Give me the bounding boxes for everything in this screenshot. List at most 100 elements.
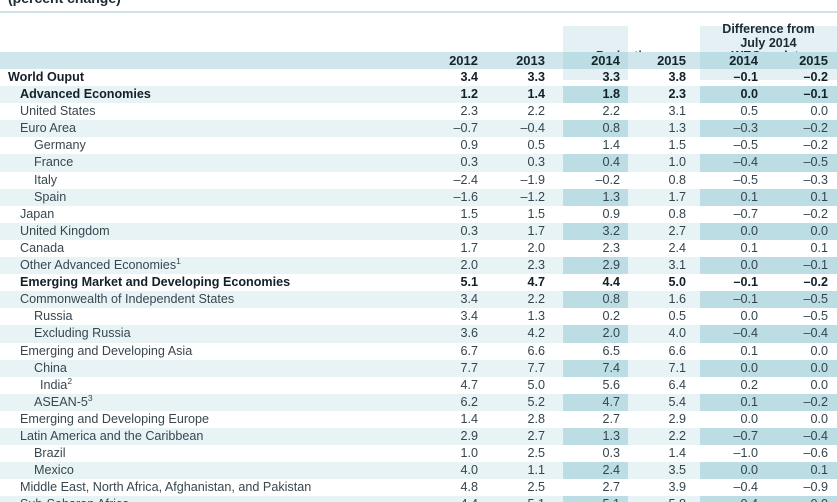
table-cell-value: 2.8 bbox=[527, 411, 545, 426]
table-cell-value: 0.0 bbox=[740, 223, 758, 238]
table-row: United States 2.3 2.2 2.2 3.1 0.5 0.0 bbox=[0, 103, 837, 120]
table-cell-value: –1.2 bbox=[520, 189, 545, 204]
column-header-2012: 2012 bbox=[449, 53, 478, 68]
table-row: Advanced Economies 1.2 1.4 1.8 2.3 0.0 –0.1 bbox=[0, 86, 837, 104]
row-band-projection-2014 bbox=[563, 393, 628, 411]
row-band-projection-2014 bbox=[563, 86, 628, 104]
table-row: Excluding Russia 3.6 4.2 2.0 4.0 –0.4 –0.4 bbox=[0, 325, 837, 343]
table-cell-value: 3.9 bbox=[668, 480, 686, 495]
table-cell-value: –1.0 bbox=[733, 446, 758, 461]
caption-divider bbox=[0, 11, 837, 13]
row-label: Italy bbox=[34, 172, 58, 187]
table-cell-value: 2.2 bbox=[602, 104, 620, 119]
row-label: Germany bbox=[34, 138, 86, 153]
table-cell-value: 1.4 bbox=[668, 446, 686, 461]
table-row: Sub-Saharan Africa 4.4 5.1 5.1 5.8 –0.4 0.0 bbox=[0, 496, 837, 502]
table-cell-value: 2.7 bbox=[602, 480, 620, 495]
table-cell-value: 1.3 bbox=[602, 189, 620, 204]
table-cell-value: 2.9 bbox=[668, 411, 686, 426]
table-cell-value: 1.4 bbox=[602, 138, 620, 153]
table-cell-value: 4.0 bbox=[668, 326, 686, 341]
table-cell-value: 2.3 bbox=[527, 258, 545, 273]
table-cell-value: 3.4 bbox=[460, 70, 478, 84]
row-band-difference bbox=[700, 462, 837, 480]
table-cell-value: 2.3 bbox=[602, 240, 620, 255]
table-cell-value: 5.1 bbox=[497, 497, 545, 502]
table-cell-value: 0.0 bbox=[810, 360, 828, 375]
table-cell-value: –1.6 bbox=[453, 189, 478, 204]
table-cell-value: –0.1 bbox=[733, 70, 758, 84]
row-band-projection-2014 bbox=[563, 257, 628, 275]
table-caption-text: (percent change) bbox=[8, 0, 121, 6]
table-row: China 7.7 7.7 7.4 7.1 0.0 0.0 bbox=[0, 359, 837, 377]
table-cell-value: 1.8 bbox=[602, 87, 620, 102]
table-cell-value: 2.3 bbox=[460, 104, 478, 119]
table-cell-value: 2.2 bbox=[668, 428, 686, 443]
table-cell-value: 1.5 bbox=[460, 206, 478, 221]
table-row: Other Advanced Economies1 2.0 2.3 2.9 3.1 0.0… bbox=[0, 257, 837, 275]
table-cell-value: 2.4 bbox=[602, 463, 620, 478]
table-cell-value: 0.0 bbox=[770, 497, 828, 502]
table-cell-value: 0.1 bbox=[740, 189, 758, 204]
table-cell-value: 4.7 bbox=[460, 377, 478, 392]
table-cell-value: –0.5 bbox=[803, 292, 828, 307]
column-header-diff-2014: 2014 bbox=[729, 53, 758, 68]
row-label: Middle East, North Africa, Afghanistan, … bbox=[20, 480, 312, 495]
row-band-difference bbox=[700, 496, 837, 502]
table-cell-value: 0.0 bbox=[740, 463, 758, 478]
header-difference-line1: Difference from bbox=[722, 22, 815, 36]
table-cell-value: 2.2 bbox=[527, 292, 545, 307]
row-label: Mexico bbox=[34, 463, 74, 478]
row-band-difference bbox=[700, 86, 837, 104]
row-band-projection-2014 bbox=[563, 325, 628, 343]
table-cell-value: 5.0 bbox=[668, 275, 686, 290]
row-label: World Ouput bbox=[8, 70, 85, 84]
row-label: Emerging Market and Developing Economies bbox=[20, 275, 291, 290]
column-header-proj-2015: 2015 bbox=[657, 53, 686, 68]
table-cell-value: –0.4 bbox=[520, 121, 545, 136]
table-cell-value: –0.2 bbox=[803, 206, 828, 221]
table-cell-value: 7.7 bbox=[460, 360, 478, 375]
table-cell-value: 0.4 bbox=[602, 155, 620, 170]
table-cell-value: 6.4 bbox=[668, 377, 686, 392]
table-cell-value: 1.4 bbox=[460, 411, 478, 426]
row-label: China bbox=[34, 360, 67, 375]
table-cell-value: 0.0 bbox=[810, 104, 828, 119]
table-cell-value: 0.0 bbox=[740, 258, 758, 273]
table-cell-value: –0.5 bbox=[733, 138, 758, 153]
row-band-difference bbox=[700, 291, 837, 309]
table-cell-value: –0.1 bbox=[733, 292, 758, 307]
table-cell-value: 3.6 bbox=[460, 326, 478, 341]
row-label: Canada bbox=[20, 240, 65, 255]
row-label: Spain bbox=[34, 189, 67, 204]
table-cell-value: 2.3 bbox=[668, 87, 686, 102]
table-cell-value: –1.9 bbox=[520, 172, 545, 187]
table-cell-value: –0.2 bbox=[803, 275, 828, 290]
row-label: Advanced Economies bbox=[20, 87, 151, 102]
table-cell-value: –0.6 bbox=[803, 446, 828, 461]
table-cell-value: 0.0 bbox=[740, 360, 758, 375]
table-row: Emerging and Developing Asia 6.7 6.6 6.5 6.6… bbox=[0, 343, 837, 360]
table-row: Emerging Market and Developing Economies… bbox=[0, 274, 837, 291]
table-cell-value: 6.6 bbox=[527, 343, 545, 358]
table-cell-value: 3.1 bbox=[668, 258, 686, 273]
table-cell-value: 0.3 bbox=[460, 155, 478, 170]
column-header-proj-2014: 2014 bbox=[591, 53, 620, 68]
table-cell-value: 1.4 bbox=[527, 87, 545, 102]
row-band-projection-2014 bbox=[563, 427, 628, 446]
row-band-difference bbox=[700, 325, 837, 343]
table-body: World Ouput 3.4 3.3 3.3 3.8 –0.1 –0.2 Advanced … bbox=[0, 69, 837, 502]
table-cell-value: 0.1 bbox=[810, 463, 828, 478]
table-cell-value: 1.0 bbox=[460, 446, 478, 461]
table-cell-value: 6.6 bbox=[668, 343, 686, 358]
table-cell-value: 4.2 bbox=[527, 326, 545, 341]
table-cell-value: 6.7 bbox=[460, 343, 478, 358]
table-cell-value: 2.4 bbox=[668, 240, 686, 255]
table-cell-value: 0.0 bbox=[810, 411, 828, 426]
table-cell-value: 0.1 bbox=[810, 189, 828, 204]
row-band-projection-2014 bbox=[563, 154, 628, 172]
table-cell-value: 0.0 bbox=[810, 223, 828, 238]
table-cell-value: 1.5 bbox=[668, 138, 686, 153]
table-cell-value: 5.2 bbox=[527, 394, 545, 409]
footnote-marker: 3 bbox=[87, 392, 93, 403]
